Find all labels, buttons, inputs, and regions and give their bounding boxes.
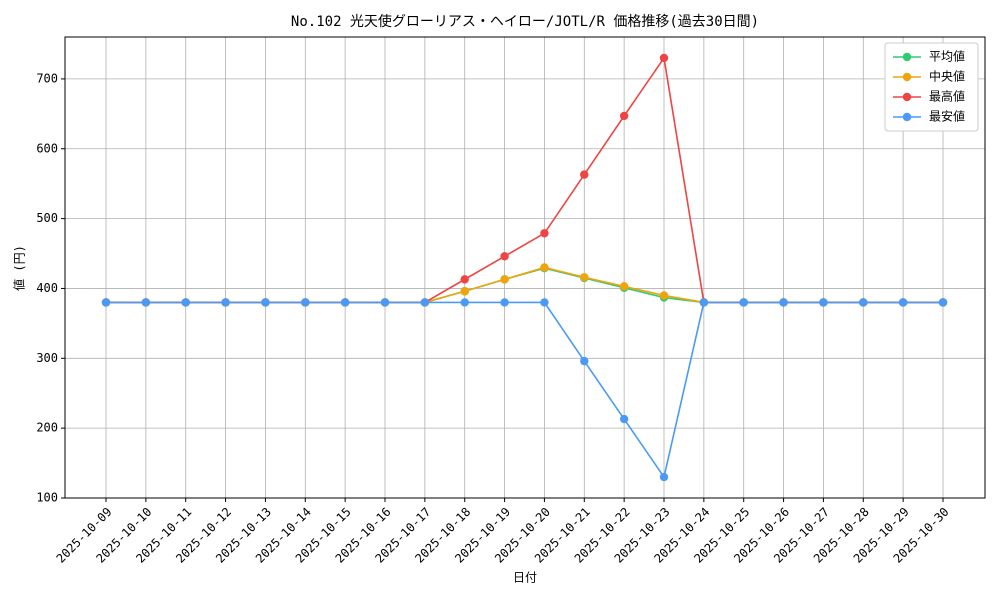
legend-box bbox=[884, 42, 979, 132]
marker bbox=[261, 298, 270, 307]
y-axis-label: 値 (円) bbox=[12, 245, 27, 291]
marker bbox=[819, 298, 828, 307]
y-tick-label: 400 bbox=[36, 281, 58, 295]
legend-label: 平均値 bbox=[929, 49, 965, 64]
legend-label: 最安値 bbox=[929, 109, 965, 124]
marker bbox=[301, 298, 310, 307]
marker bbox=[898, 298, 908, 307]
marker bbox=[619, 414, 629, 424]
y-tick-label: 700 bbox=[36, 71, 58, 85]
marker bbox=[460, 298, 469, 307]
legend-marker bbox=[902, 92, 912, 102]
y-tick-label: 100 bbox=[36, 491, 58, 505]
marker bbox=[659, 291, 669, 300]
marker bbox=[460, 287, 469, 296]
marker bbox=[739, 298, 748, 307]
marker bbox=[938, 298, 948, 307]
legend-label: 中央値 bbox=[929, 69, 965, 84]
marker bbox=[540, 298, 549, 307]
marker bbox=[619, 111, 629, 121]
marker bbox=[420, 298, 430, 307]
marker bbox=[779, 298, 788, 307]
marker bbox=[659, 472, 669, 482]
marker bbox=[859, 298, 868, 307]
marker bbox=[221, 298, 230, 307]
marker bbox=[460, 275, 469, 284]
marker bbox=[699, 298, 709, 307]
marker bbox=[380, 298, 390, 307]
marker bbox=[141, 298, 151, 307]
y-tick-label: 200 bbox=[36, 421, 58, 435]
marker bbox=[181, 298, 190, 307]
marker bbox=[580, 356, 589, 366]
y-tick-label: 600 bbox=[36, 141, 58, 155]
x-axis-label: 日付 bbox=[513, 571, 537, 585]
marker bbox=[619, 282, 629, 291]
marker bbox=[540, 263, 549, 272]
marker bbox=[580, 170, 589, 179]
marker bbox=[500, 275, 509, 284]
plot-frame bbox=[64, 36, 986, 499]
marker bbox=[500, 252, 509, 261]
marker bbox=[659, 53, 669, 63]
y-tick-label: 300 bbox=[36, 351, 58, 365]
legend-label: 最高値 bbox=[929, 89, 965, 104]
legend-marker bbox=[902, 52, 912, 62]
series-line bbox=[106, 55, 943, 304]
series-line bbox=[106, 301, 943, 480]
y-tick-label: 500 bbox=[36, 211, 58, 225]
legend-marker bbox=[902, 112, 912, 122]
series-line bbox=[106, 266, 943, 304]
legend-marker bbox=[902, 72, 912, 82]
chart-title: No.102 光天使グローリアス・ヘイロー/JOTL/R 価格推移(過去30日間… bbox=[291, 13, 759, 30]
marker bbox=[540, 229, 549, 238]
marker bbox=[580, 273, 589, 282]
marker bbox=[101, 298, 111, 307]
marker bbox=[340, 298, 350, 307]
marker bbox=[500, 298, 509, 307]
